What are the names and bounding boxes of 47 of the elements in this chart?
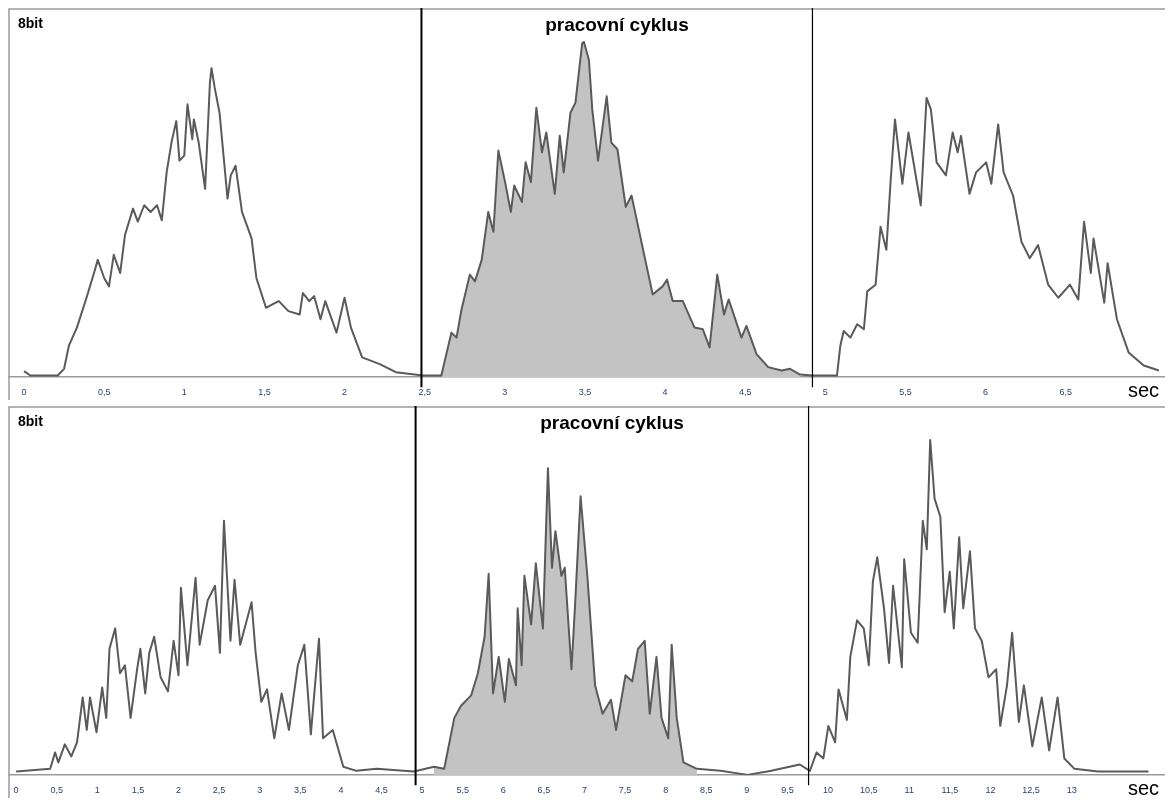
x-tick-label: 5 xyxy=(419,785,425,796)
x-tick-label: 0,5 xyxy=(50,785,63,796)
x-tick-label: 4,5 xyxy=(375,785,388,796)
x-tick-label: 9,5 xyxy=(781,785,794,796)
x-tick-label: 1 xyxy=(94,785,100,796)
x-tick-label: 5,5 xyxy=(899,387,912,398)
x-tick-label: 6,5 xyxy=(1059,387,1072,398)
x-tick-label: 6 xyxy=(983,387,989,398)
x-tick-label: 0 xyxy=(13,785,19,796)
x-tick-label: 1,5 xyxy=(131,785,145,796)
x-axis-title: sec xyxy=(1127,378,1159,401)
x-tick-label: 3 xyxy=(502,387,508,398)
x-tick-label: 5 xyxy=(822,387,828,398)
text: pracovní cyklus xyxy=(545,14,689,36)
x-tick-label: 4 xyxy=(338,785,344,796)
x-tick-label: 5,5 xyxy=(456,785,469,796)
x-tick-label: 6 xyxy=(500,785,506,796)
x-tick-label: 3 xyxy=(257,785,263,796)
x-tick-label: 8 xyxy=(663,785,669,796)
x-tick-label: 1 xyxy=(181,387,187,398)
x-tick-label: 12 xyxy=(985,785,996,796)
x-tick-label: 12,5 xyxy=(1022,785,1040,796)
x-tick-label: 7,5 xyxy=(618,785,632,796)
x-tick-label: 3,5 xyxy=(294,785,307,796)
x-axis-title: sec xyxy=(1127,776,1159,799)
x-tick-label: 2,5 xyxy=(418,387,431,398)
y-axis-title: 8bit xyxy=(18,14,44,31)
x-tick-label: 9 xyxy=(744,785,750,796)
x-tick-label: 2,5 xyxy=(212,785,226,796)
x-tick-label: 10 xyxy=(823,785,834,796)
x-tick-label: 4 xyxy=(662,387,668,398)
y-axis-title: 8bit xyxy=(18,412,44,429)
x-tick-label: 8,5 xyxy=(700,785,713,796)
x-tick-label: 4,5 xyxy=(738,387,752,398)
x-tick-label: 3,5 xyxy=(578,387,592,398)
x-tick-label: 0 xyxy=(21,387,27,398)
x-tick-label: 11 xyxy=(904,785,914,796)
x-tick-label: 1,5 xyxy=(258,387,271,398)
x-tick-label: 7 xyxy=(581,785,587,796)
text: pracovní cyklus xyxy=(540,412,684,434)
x-tick-label: 11,5 xyxy=(941,785,959,796)
x-tick-label: 6,5 xyxy=(537,785,551,796)
x-tick-label: 10,5 xyxy=(859,785,878,796)
x-tick-label: 2 xyxy=(342,387,348,398)
x-tick-label: 2 xyxy=(176,785,182,796)
x-tick-label: 13 xyxy=(1066,785,1077,796)
x-tick-label: 0,5 xyxy=(97,387,111,398)
